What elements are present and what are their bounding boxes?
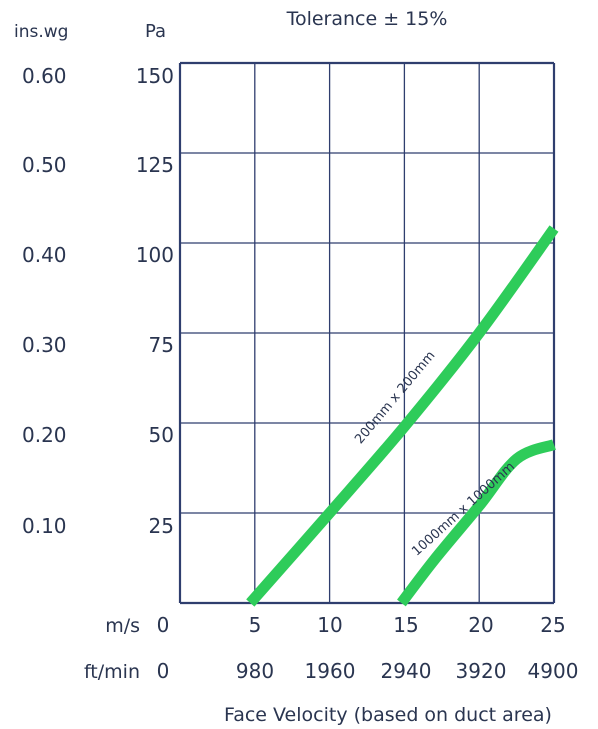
- x-unit-ms: m/s: [105, 615, 140, 637]
- x-tick-labels: m/s ft/min 0 5 10 15 20 25 0 980 1960 29…: [84, 613, 579, 683]
- ms-tick: 25: [540, 613, 565, 637]
- chart-title: Tolerance ± 15%: [286, 8, 448, 30]
- ftmin-tick: 4900: [528, 659, 579, 683]
- pa-tick: 25: [149, 514, 174, 538]
- ins-wg-tick: 0.10: [22, 514, 67, 538]
- x-axis-label: Face Velocity (based on duct area): [224, 704, 552, 726]
- pa-tick: 50: [149, 423, 174, 447]
- pa-tick: 150: [136, 64, 174, 88]
- right-axis-unit: Pa: [145, 21, 166, 42]
- series-line-1: [246, 225, 559, 607]
- x-unit-ftmin: ft/min: [84, 661, 140, 683]
- ms-tick: 0: [157, 613, 170, 637]
- pa-tick: 125: [136, 153, 174, 177]
- ftmin-tick: 2940: [381, 659, 432, 683]
- ms-tick: 15: [393, 613, 418, 637]
- pa-tick: 75: [149, 333, 174, 357]
- series-label-1000: 1000mm x 1000mm: [409, 459, 518, 559]
- ftmin-tick: 980: [236, 659, 274, 683]
- curves: [246, 225, 559, 607]
- y-tick-labels: 0.60 0.50 0.40 0.30 0.20 0.10 150 125 10…: [22, 64, 174, 538]
- ftmin-tick: 1960: [305, 659, 356, 683]
- ms-tick: 5: [249, 613, 262, 637]
- ins-wg-tick: 0.30: [22, 333, 67, 357]
- ins-wg-tick: 0.40: [22, 243, 67, 267]
- ms-tick: 10: [317, 613, 342, 637]
- pa-tick: 100: [136, 243, 174, 267]
- ins-wg-tick: 0.20: [22, 423, 67, 447]
- ftmin-tick: 0: [157, 659, 170, 683]
- grid: [178, 61, 556, 605]
- ms-tick: 20: [468, 613, 493, 637]
- ins-wg-tick: 0.50: [22, 153, 67, 177]
- left-axis-unit: ins.wg: [14, 22, 68, 42]
- ins-wg-tick: 0.60: [22, 64, 67, 88]
- series-line-2: [397, 439, 556, 607]
- ftmin-tick: 3920: [456, 659, 507, 683]
